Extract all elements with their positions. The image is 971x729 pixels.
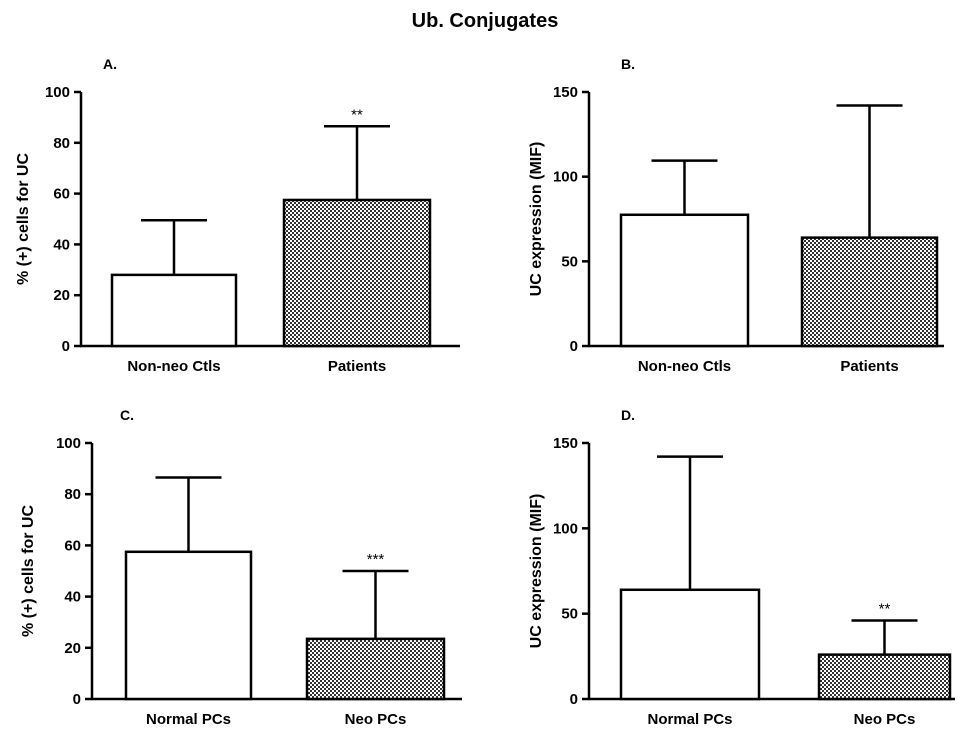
category-label: Patients [328, 358, 386, 375]
y-tick-label: 100 [553, 169, 578, 186]
y-axis-label: UC expression (MIF) [528, 494, 545, 649]
figure-title: Ub. Conjugates [412, 10, 559, 32]
panel-letter: D. [621, 407, 635, 423]
bar [817, 653, 952, 701]
y-axis-label: % (+) cells for UC [15, 153, 32, 285]
y-tick-label: 80 [53, 135, 70, 152]
bar [800, 236, 939, 348]
panel-letter: C. [120, 407, 134, 423]
y-tick-label: 100 [553, 520, 578, 537]
significance-label: *** [367, 551, 385, 568]
chart-panels: A. 0 20 40 60 80 100 % (+) cells for UC Non-neo … [15, 56, 955, 728]
y-tick-label: 0 [570, 338, 578, 355]
y-tick-label: 60 [64, 537, 81, 554]
chart-panel: D. 0 50 100 150 UC expression (MIF) Normal PCs… [528, 407, 955, 728]
bar [305, 637, 446, 701]
category-label: Normal PCs [146, 711, 231, 728]
chart-panel: C. 0 20 40 60 80 100 % (+) cells for UC Normal P… [20, 407, 462, 728]
y-tick-label: 20 [53, 287, 70, 304]
y-tick-label: 150 [553, 84, 578, 101]
bar [619, 213, 750, 348]
y-tick-label: 0 [62, 338, 70, 355]
panel-letter: B. [621, 56, 635, 72]
y-tick-label: 50 [561, 606, 578, 623]
category-label: Non-neo Ctls [127, 358, 220, 375]
y-tick-label: 40 [53, 236, 70, 253]
y-tick-label: 50 [561, 253, 578, 270]
y-tick-label: 60 [53, 186, 70, 203]
y-axis-label: % (+) cells for UC [20, 505, 37, 637]
bar [124, 550, 253, 701]
y-tick-label: 20 [64, 640, 81, 657]
y-tick-label: 0 [73, 691, 81, 708]
chart-panel: A. 0 20 40 60 80 100 % (+) cells for UC Non-neo … [15, 56, 460, 375]
bar [110, 273, 238, 348]
category-label: Normal PCs [647, 711, 732, 728]
significance-label: ** [351, 106, 363, 123]
category-label: Non-neo Ctls [638, 358, 731, 375]
bar [619, 588, 761, 701]
y-tick-label: 0 [570, 691, 578, 708]
y-tick-label: 80 [64, 486, 81, 503]
category-label: Patients [840, 358, 898, 375]
category-label: Neo PCs [854, 711, 916, 728]
y-tick-label: 100 [45, 84, 70, 101]
significance-label: ** [879, 600, 891, 617]
y-axis-label: UC expression (MIF) [528, 142, 545, 297]
chart-panel: B. 0 50 100 150 UC expression (MIF) Non-neo Ct… [528, 56, 944, 375]
bar [282, 198, 432, 348]
y-tick-label: 40 [64, 589, 81, 606]
y-tick-label: 150 [553, 435, 578, 452]
panel-letter: A. [103, 56, 117, 72]
category-label: Neo PCs [345, 711, 407, 728]
y-tick-label: 100 [56, 435, 81, 452]
